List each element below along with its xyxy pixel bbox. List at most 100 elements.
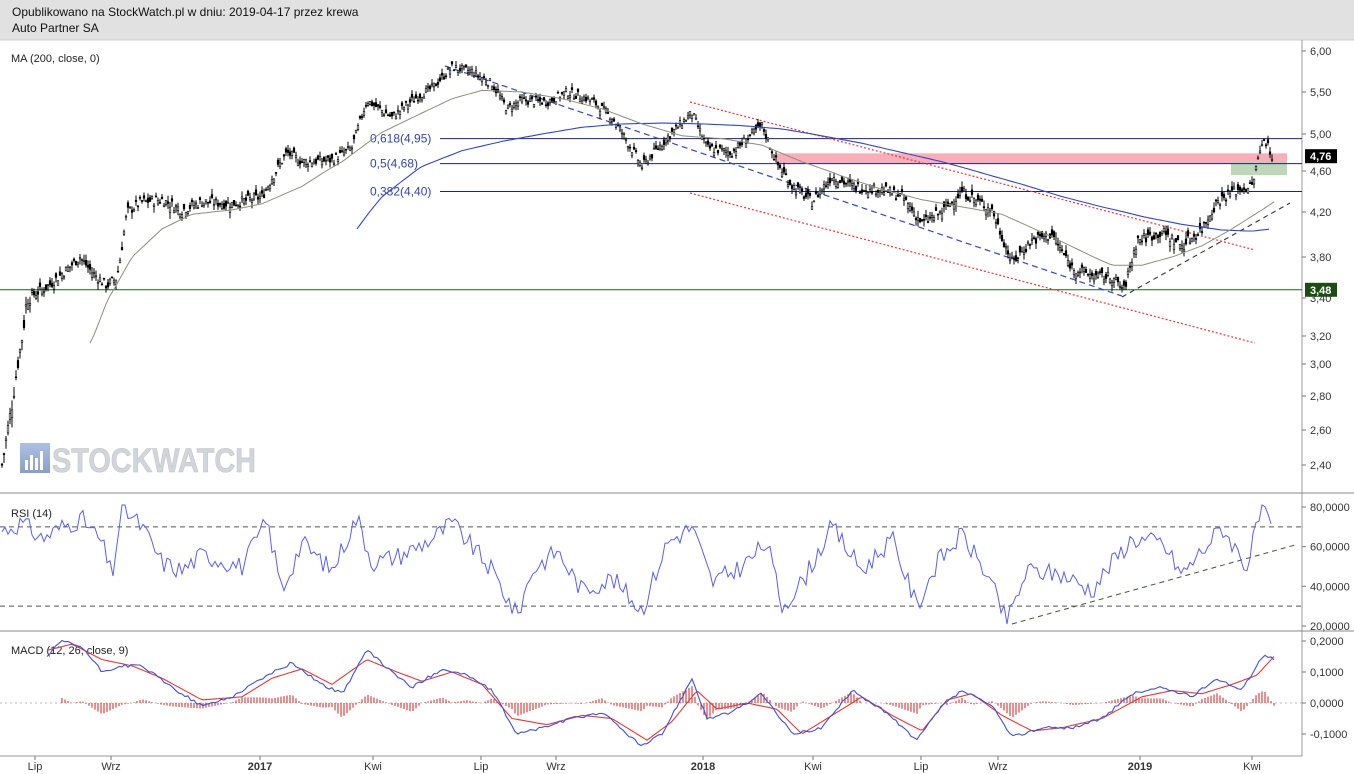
candle-body [474,70,478,74]
candle-body [54,273,58,278]
candle-body [106,282,110,288]
candle-body [830,178,834,182]
candle-body [786,184,790,187]
candle-body [284,148,288,153]
candle-body [978,198,982,201]
candle-body [268,185,272,190]
candle-body [146,197,150,203]
candle-body [350,147,354,150]
candle-body [1182,249,1186,252]
candle-body [444,75,448,78]
candle-body [298,160,302,165]
candle-body [452,69,456,72]
candle-body [302,159,306,163]
candle-body [900,189,904,192]
candle-body [8,413,12,420]
candle-body [224,201,228,207]
candle-body [908,206,912,211]
candle-body [488,78,492,81]
candle-body [1042,236,1046,240]
time-tick-label: Lip [914,761,929,773]
candle-body [182,204,186,210]
candle-body [242,198,246,205]
candle-body [816,194,820,198]
candle-body [706,140,710,145]
candle-body [928,216,932,219]
candle-body [932,217,936,221]
candle-body [704,141,708,144]
candle-body [938,210,942,213]
candle-body [1050,229,1054,235]
candle-body [290,150,294,157]
candle-body [578,98,582,103]
candle-body [152,204,156,207]
candle-body [760,122,764,125]
candle-body [56,280,60,286]
candle-body [120,247,124,251]
candle-body [220,204,224,209]
candle-body [0,463,4,466]
candle-body [568,95,572,98]
candle-body [712,151,716,156]
candle-body [358,115,362,119]
time-tick-label: Wrz [101,761,120,773]
candle-body [536,99,540,101]
candle-body [514,102,518,107]
candle-body [116,270,120,273]
candle-body [1188,241,1192,244]
candle-body [108,279,112,284]
candle-body [36,291,40,295]
candle-body [236,204,240,207]
candle-body [1164,230,1168,235]
candle-body [964,194,968,200]
candle-body [402,107,406,111]
candle-body [1142,233,1146,236]
candle-body [346,146,350,148]
candle-body [134,200,138,202]
candle-body [626,146,630,149]
candle-body [398,110,402,116]
candle-body [326,155,330,158]
price-tick-label: 5,00 [1310,129,1331,141]
candle-body [1094,271,1098,276]
candle-body [238,205,242,208]
candle-body [656,148,660,151]
candle-body [414,94,418,99]
candle-body [1214,199,1218,202]
candle-body [822,184,826,190]
candle-body [738,142,742,146]
candle-body [1156,234,1160,238]
candle-body [976,194,980,201]
candle-body [400,102,404,106]
candle-body [682,119,686,122]
candle-body [174,205,178,208]
last-price-badge [1305,149,1337,164]
candle-body [230,201,234,208]
candle-body [372,103,376,106]
candle-body [532,104,536,108]
candle-body [914,218,918,220]
candle-body [850,183,854,186]
candle-body [968,199,972,202]
candle-body [448,69,452,75]
candle-body [1096,272,1100,278]
rsi-panel: RSI (14) [0,504,1302,625]
candle-body [260,190,264,194]
candle-body [34,295,38,299]
candle-body [1236,184,1240,190]
candle-body [50,283,54,287]
candle-body [484,81,488,85]
candle-body [570,87,574,90]
candle-body [1226,189,1230,192]
candle-body [1090,272,1094,277]
candle-body [462,65,466,68]
candle-body [740,141,744,145]
candle-body [426,86,430,88]
candle-body [42,290,46,293]
candle-body [1238,186,1242,191]
time-tick-label: 2019 [1128,761,1152,773]
candle-body [1256,157,1260,160]
candle-body [370,101,374,106]
candle-body [722,148,726,151]
candle-body [1108,278,1112,283]
